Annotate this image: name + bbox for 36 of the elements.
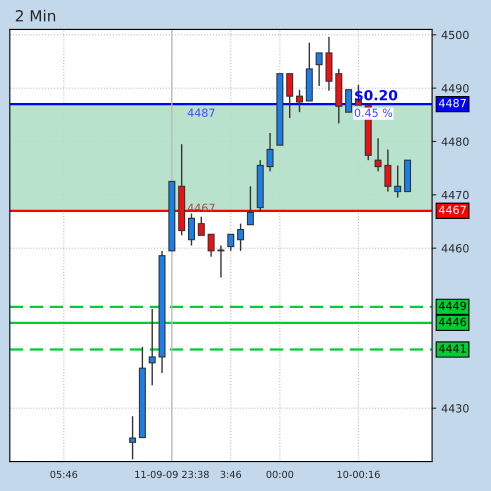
candlestick bbox=[296, 89, 304, 113]
x-tick-label: 10-00:16 bbox=[338, 470, 380, 478]
text: 4487 bbox=[438, 98, 466, 108]
text: 4467 bbox=[438, 206, 466, 214]
candlestick bbox=[227, 234, 234, 252]
y-tick-label: 4460 bbox=[442, 244, 469, 253]
ref-line-label: 4449 bbox=[438, 302, 466, 310]
y-tick-label: 4470 bbox=[442, 190, 469, 200]
candlestick bbox=[148, 308, 156, 386]
candlestick bbox=[198, 216, 205, 236]
y-tick-label: 4490 bbox=[442, 84, 469, 93]
candlestick bbox=[316, 52, 323, 87]
candlestick bbox=[237, 222, 244, 252]
candlestick bbox=[394, 164, 402, 198]
x-tick-label: 11-09-09 23:38 bbox=[135, 470, 209, 478]
y-tick-label: 4430 bbox=[442, 404, 469, 413]
ref-line-label: 4487 bbox=[188, 108, 214, 117]
candlestick bbox=[188, 212, 195, 246]
candlestick bbox=[208, 234, 215, 258]
candlestick bbox=[384, 148, 392, 192]
y-tick-label: 4500 bbox=[442, 30, 469, 40]
y-tick-label: 4480 bbox=[442, 137, 469, 146]
candlestick bbox=[246, 186, 254, 226]
candlestick bbox=[266, 132, 274, 172]
candlestick bbox=[286, 73, 294, 119]
x-tick-label: 05:46 bbox=[50, 470, 78, 478]
x-tick-label: 00:00 bbox=[266, 470, 294, 478]
ref-line-label: 4446 bbox=[438, 318, 466, 326]
chart-title: 2 Min bbox=[16, 10, 56, 22]
candlestick bbox=[129, 416, 136, 460]
x-tick-label: 3:46 bbox=[220, 470, 242, 478]
candlestick bbox=[345, 89, 352, 113]
candlestick bbox=[217, 244, 224, 278]
annotation: 0.45 % bbox=[354, 108, 392, 117]
ref-line-label: 4441 bbox=[438, 344, 466, 353]
candlestick bbox=[374, 138, 382, 172]
